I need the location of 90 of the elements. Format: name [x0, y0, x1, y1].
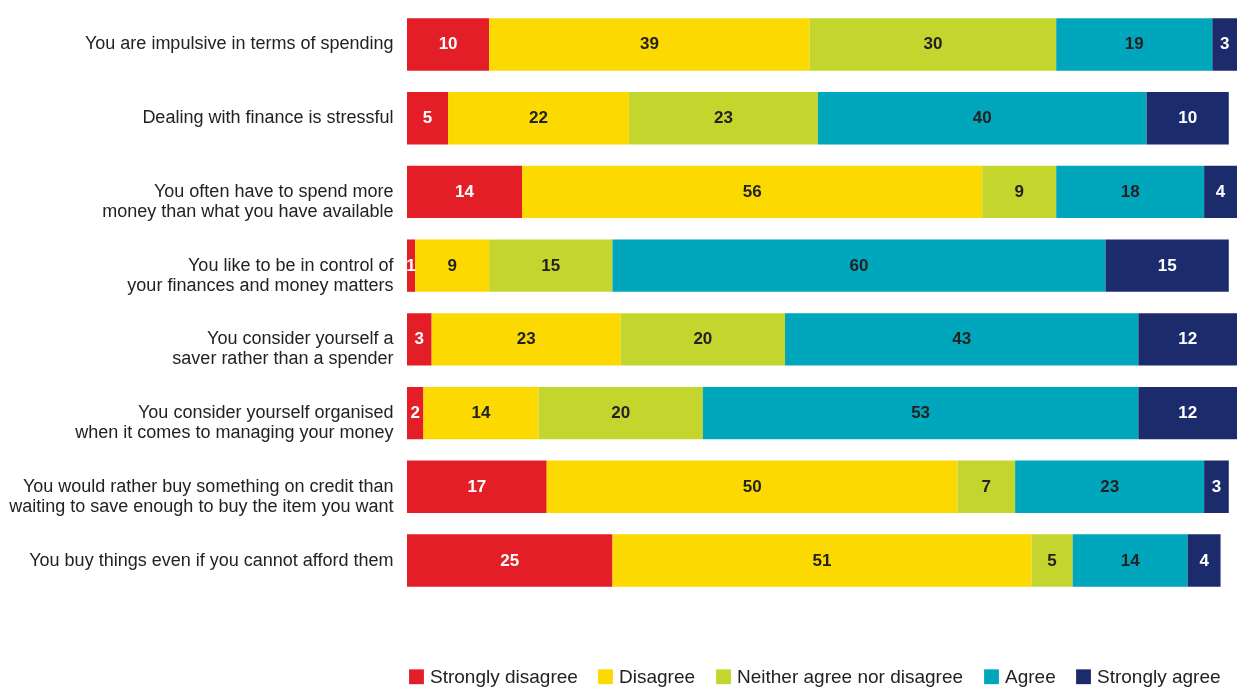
data-label: 17: [467, 476, 487, 496]
bar: [1031, 534, 1073, 587]
bar: [1204, 460, 1229, 513]
data-label: 39: [639, 34, 659, 54]
data-label: 14: [471, 403, 491, 423]
data-label: 12: [1178, 329, 1198, 349]
data-label: 4: [1215, 181, 1226, 201]
y-tick-label: Dealing with finance is stressful: [142, 107, 394, 128]
y-tick-label: You are impulsive in terms of spending: [84, 33, 394, 54]
data-label: 60: [849, 255, 869, 275]
data-label: 50: [742, 476, 762, 496]
bar: [431, 313, 621, 366]
bar: [809, 18, 1057, 71]
data-label: 22: [529, 108, 548, 128]
bar: [620, 313, 786, 366]
bar: [407, 460, 547, 513]
bar: [415, 239, 490, 292]
bar: [817, 92, 1147, 145]
data-label: 5: [422, 108, 433, 128]
data-label: 19: [1124, 34, 1144, 54]
bar: [957, 460, 1016, 513]
bar: [407, 313, 432, 366]
bar: [522, 165, 983, 219]
bar: [612, 239, 1106, 292]
legend-label: Strongly disagree: [430, 665, 578, 687]
data-label: 4: [1199, 550, 1210, 570]
bar: [1138, 313, 1237, 366]
bar: [489, 239, 613, 292]
bar: [1146, 92, 1229, 145]
y-tick-label: You consider yourself a saver rather than a spender: [172, 328, 395, 369]
bar: [489, 18, 810, 71]
bar: [982, 165, 1057, 219]
data-label: 23: [516, 329, 536, 349]
bar: [1187, 534, 1221, 587]
y-tick-label: You consider yourself organised when it comes to managing your money: [74, 402, 394, 443]
y-tick-label: You buy things even if you cannot afford them: [29, 549, 394, 570]
data-label: 5: [1047, 550, 1057, 570]
data-label: 18: [1120, 181, 1140, 201]
data-label: 30: [923, 34, 943, 54]
bar: [785, 313, 1139, 366]
data-label: 7: [981, 476, 992, 496]
data-label: 43: [952, 329, 972, 349]
bar: [628, 92, 818, 145]
data-label: 14: [1120, 550, 1141, 570]
bar: [407, 165, 523, 219]
bar: [538, 386, 703, 440]
y-tick-label: You often have to spend more money than what you have available: [102, 180, 394, 221]
data-label: 3: [414, 329, 425, 349]
bar: [546, 460, 958, 513]
legend-label: Agree: [1005, 665, 1056, 687]
bar: [1212, 18, 1237, 71]
bar: [1015, 460, 1205, 513]
data-label: 40: [972, 108, 992, 128]
legend-label: Strongly agree: [1097, 665, 1221, 687]
data-label: 2: [410, 403, 420, 423]
bar: [423, 386, 539, 440]
data-label: 14: [455, 181, 475, 201]
data-label: 15: [1157, 255, 1177, 275]
bar: [1056, 165, 1205, 219]
bar: [407, 534, 613, 587]
data-label: 25: [500, 550, 520, 570]
data-label: 9: [447, 255, 457, 275]
legend-label: Disagree: [619, 665, 696, 687]
y-tick-label: You would rather buy something on credit than waiting to save enough to buy the item you want: [8, 475, 394, 516]
data-label: 51: [812, 550, 832, 570]
data-label: 20: [611, 403, 631, 423]
data-label: 10: [438, 34, 458, 54]
bar: [1072, 534, 1188, 587]
data-label: 3: [1211, 476, 1222, 496]
data-label: 20: [693, 329, 713, 349]
data-label: 56: [742, 181, 762, 201]
data-label: 23: [713, 108, 733, 128]
legend-label: Neither agree nor disagree: [737, 665, 964, 687]
data-label: 12: [1178, 403, 1198, 423]
y-tick-label: You like to be in control of your finances and money matters: [127, 254, 395, 295]
data-label: 10: [1178, 108, 1198, 128]
bar: [448, 92, 629, 145]
bar: [612, 534, 1032, 587]
data-label: 15: [541, 255, 561, 275]
bar: [1056, 18, 1213, 71]
bar: [1138, 386, 1237, 440]
data-label: 53: [911, 403, 931, 423]
data-label: 3: [1219, 34, 1230, 54]
bar: [407, 92, 449, 145]
bar: [407, 18, 490, 71]
data-label: 9: [1014, 181, 1024, 201]
bar: [1105, 239, 1229, 292]
data-label: 23: [1100, 476, 1120, 496]
bar: [702, 386, 1139, 440]
bar: [1204, 165, 1237, 219]
